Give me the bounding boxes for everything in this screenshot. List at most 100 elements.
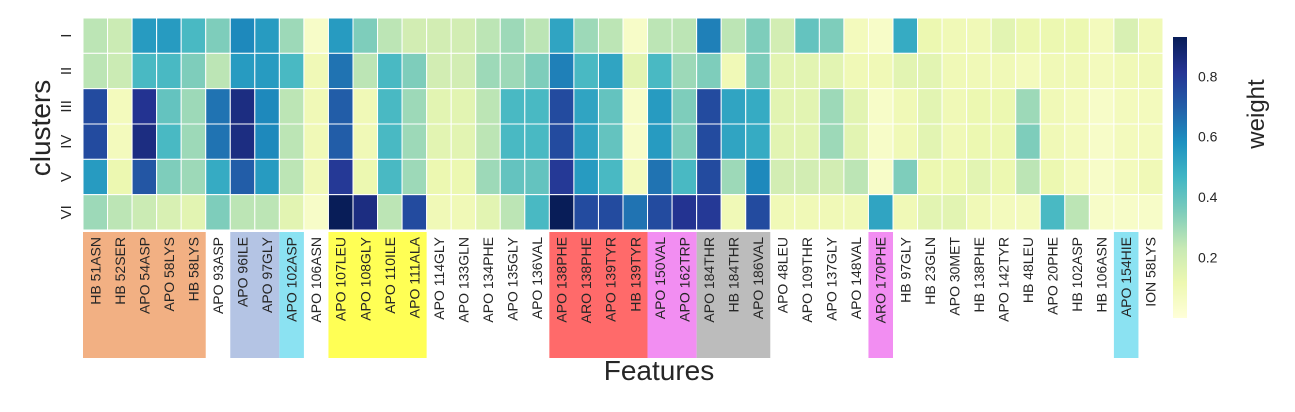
- heatmap-cell: [843, 88, 869, 125]
- heatmap-cell: [647, 52, 673, 90]
- heatmap-cell: [1015, 17, 1041, 54]
- column-label: ARO 170PHE: [873, 237, 889, 323]
- heatmap-cell: [475, 52, 501, 90]
- heatmap-cell: [548, 158, 575, 196]
- heatmap-cell: [941, 17, 968, 54]
- heatmap-cell: [499, 123, 526, 160]
- heatmap-cell: [769, 158, 796, 196]
- heatmap-cell: [254, 88, 280, 125]
- heatmap-cell: [917, 17, 943, 54]
- column-label: APO 142TYR: [995, 237, 1011, 322]
- heatmap-cell: [696, 123, 722, 160]
- column-label: APO 106ASN: [308, 237, 324, 323]
- heatmap-cell: [131, 123, 158, 160]
- heatmap-cell: [647, 17, 673, 54]
- heatmap-cell: [303, 194, 329, 231]
- heatmap-cell: [647, 88, 673, 125]
- heatmap-cell: [720, 17, 747, 54]
- heatmap-cell: [597, 52, 624, 90]
- heatmap-cell: [524, 158, 550, 196]
- heatmap-cell: [156, 123, 182, 160]
- heatmap-cell: [647, 158, 673, 196]
- heatmap-cell: [867, 17, 894, 54]
- heatmap-cell: [426, 52, 452, 90]
- heatmap-cell: [205, 88, 231, 125]
- heatmap-cell: [1113, 194, 1139, 231]
- heatmap-cell: [1039, 194, 1066, 231]
- heatmap-cell: [966, 194, 992, 231]
- heatmap-cell: [720, 52, 747, 90]
- heatmap-cell: [622, 194, 649, 231]
- heatmap-cell: [156, 17, 182, 54]
- heatmap-cell: [1064, 194, 1090, 231]
- heatmap-cell: [205, 123, 231, 160]
- heatmap-cell: [401, 17, 428, 54]
- heatmap-cell: [327, 158, 354, 196]
- colorbar-tick-label: 0.4: [1198, 189, 1218, 205]
- heatmap-cell: [990, 52, 1017, 90]
- heatmap-cell: [156, 52, 182, 90]
- heatmap-cell: [573, 123, 599, 160]
- heatmap-cell: [1088, 52, 1115, 90]
- heatmap-cell: [1039, 158, 1066, 196]
- heatmap-cell: [696, 194, 722, 231]
- heatmap-cell: [82, 158, 109, 196]
- column-label: HB 102ASP: [1069, 237, 1085, 312]
- heatmap-cell: [794, 17, 820, 54]
- heatmap-cell: [401, 123, 428, 160]
- column-label: APO 93ASP: [210, 237, 226, 314]
- heatmap-cell: [352, 88, 379, 125]
- row-label: II: [58, 67, 75, 75]
- column-label: ION 58LYS: [1143, 237, 1159, 307]
- heatmap-cell: [622, 88, 649, 125]
- heatmap-cell: [278, 158, 305, 196]
- heatmap-cell: [671, 88, 698, 125]
- column-label: ARO 138PHE: [578, 237, 594, 323]
- heatmap-cell: [696, 158, 722, 196]
- heatmap-cell: [229, 123, 256, 160]
- heatmap-cell: [303, 158, 329, 196]
- colorbar-tick-label: 0.8: [1198, 68, 1218, 84]
- column-label: APO 110ILE: [382, 237, 398, 314]
- column-label: APO 20PHE: [1045, 237, 1061, 315]
- column-label: HB 97GLY: [897, 236, 913, 303]
- heatmap-cell: [548, 123, 575, 160]
- column-label: HB 184THR: [725, 237, 741, 312]
- row-label: VI: [58, 205, 75, 219]
- heatmap-cell: [917, 123, 943, 160]
- heatmap-cell: [622, 123, 649, 160]
- heatmap-cell: [1113, 88, 1139, 125]
- heatmap-cell: [499, 194, 526, 231]
- heatmap-cell: [720, 123, 747, 160]
- column-label: HB 48LEU: [1020, 237, 1036, 303]
- column-label: APO 58LYS: [161, 237, 177, 311]
- row-label: I: [58, 34, 75, 38]
- heatmap-cell: [794, 158, 820, 196]
- heatmap-cell: [1064, 88, 1090, 125]
- heatmap-cell: [1064, 52, 1090, 90]
- heatmap-cell: [1113, 52, 1139, 90]
- heatmap-cell: [278, 88, 305, 125]
- row-label: IV: [58, 135, 75, 149]
- heatmap-cell: [745, 194, 771, 231]
- heatmap-cell: [867, 88, 894, 125]
- heatmap-cell: [671, 194, 698, 231]
- heatmap-cell: [475, 123, 501, 160]
- heatmap-cell: [278, 194, 305, 231]
- heatmap-cell: [1137, 194, 1164, 231]
- heatmap-cell: [1064, 123, 1090, 160]
- heatmap-cell: [892, 194, 919, 231]
- column-label: APO 102ASP: [284, 237, 300, 322]
- heatmap-cell: [745, 88, 771, 125]
- heatmap-cell: [1113, 158, 1139, 196]
- heatmap-cells: [82, 17, 1164, 231]
- heatmap-cell: [1015, 194, 1041, 231]
- heatmap-cell: [696, 88, 722, 125]
- heatmap-cell: [401, 88, 428, 125]
- heatmap-cell: [303, 52, 329, 90]
- heatmap-cell: [377, 158, 403, 196]
- heatmap-cell: [917, 52, 943, 90]
- heatmap-cell: [229, 158, 256, 196]
- heatmap-cell: [647, 123, 673, 160]
